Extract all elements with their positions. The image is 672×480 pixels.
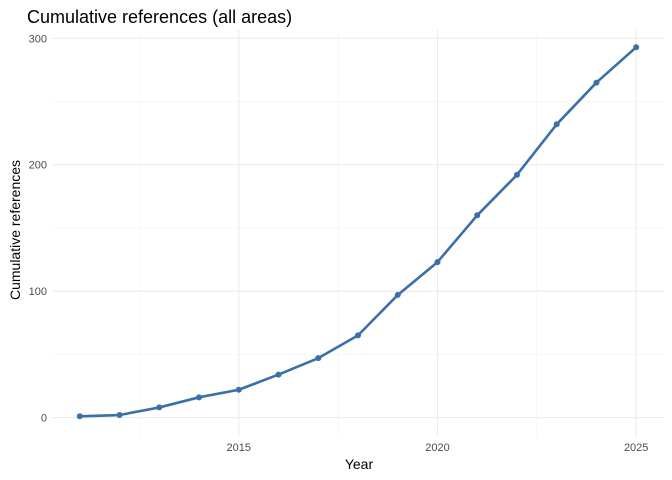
data-point: [394, 291, 401, 298]
y-tick-label: 300: [29, 33, 47, 45]
data-point: [553, 121, 560, 128]
x-tick-label: 2025: [624, 442, 648, 454]
series-layer: [76, 44, 640, 420]
data-point: [513, 171, 520, 178]
x-tick-label: 2015: [227, 442, 251, 454]
y-tick-label: 200: [29, 160, 47, 172]
y-axis-tick-labels: 0 100 200 300: [29, 33, 47, 424]
data-point: [593, 79, 600, 86]
data-point: [434, 259, 441, 266]
y-tick-label: 100: [29, 286, 47, 298]
y-tick-label: 0: [41, 413, 47, 425]
data-point: [116, 412, 123, 419]
data-point: [474, 212, 481, 219]
data-point: [196, 394, 203, 401]
x-axis-tick-labels: 2015 2020 2025: [227, 442, 649, 454]
data-point: [156, 404, 163, 411]
data-point: [355, 332, 361, 339]
x-tick-label: 2020: [425, 442, 449, 454]
y-axis-title: Cumulative references: [7, 160, 23, 300]
chart-title: Cumulative references (all areas): [27, 7, 292, 27]
x-axis-title: Year: [345, 456, 374, 472]
major-gridlines: [52, 30, 664, 436]
data-point: [315, 355, 322, 362]
minor-gridlines: [52, 30, 664, 436]
data-point: [76, 413, 83, 420]
data-point: [235, 386, 242, 393]
data-point: [633, 44, 640, 51]
data-point: [275, 371, 282, 378]
